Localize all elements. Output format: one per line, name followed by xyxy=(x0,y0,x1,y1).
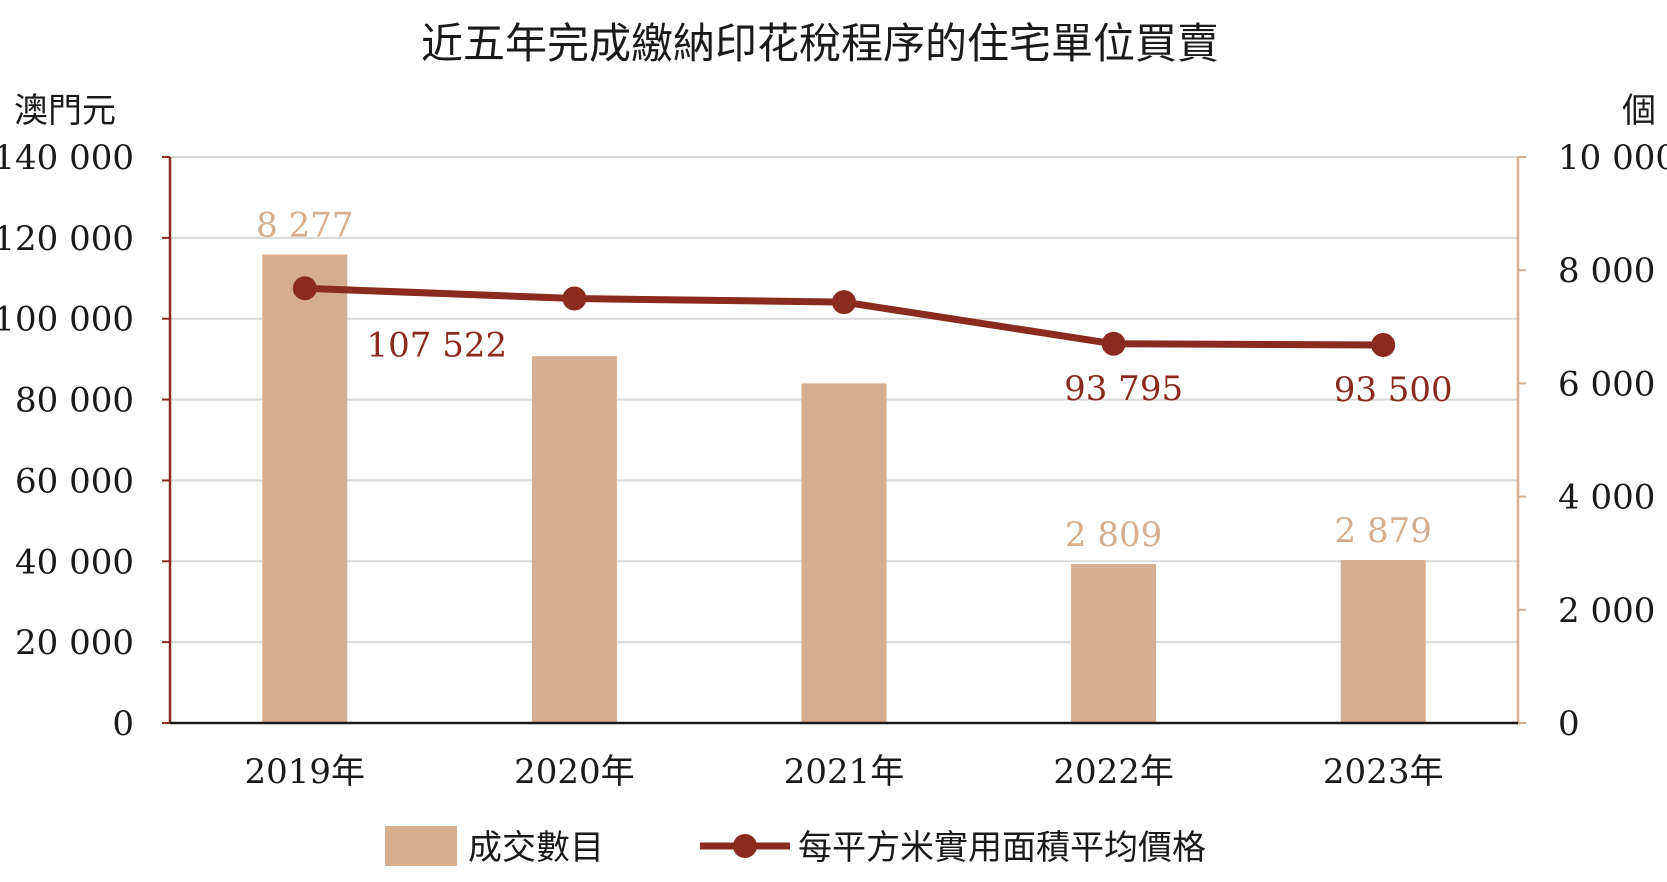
bar-value-label: 8 277 xyxy=(256,206,353,246)
left-axis-unit: 澳門元 xyxy=(14,91,116,131)
left-tick-label: 0 xyxy=(112,704,134,744)
bar-value-label: 2 809 xyxy=(1065,515,1162,555)
right-tick-label: 0 xyxy=(1558,704,1580,744)
left-tick-label: 60 000 xyxy=(15,461,134,501)
left-tick-label: 120 000 xyxy=(0,219,134,259)
left-tick-label: 140 000 xyxy=(0,138,134,178)
category-label: 2019年 xyxy=(245,752,366,792)
chart-title: 近五年完成繳納印花稅程序的住宅單位買賣 xyxy=(421,19,1219,68)
line-value-label: 93 500 xyxy=(1334,370,1453,410)
left-tick-label: 20 000 xyxy=(15,623,134,663)
axes xyxy=(162,156,1526,725)
bar xyxy=(531,356,617,723)
legend-line-marker xyxy=(733,834,757,858)
bar xyxy=(1340,560,1426,723)
bar-series xyxy=(262,254,1426,724)
line-series xyxy=(292,276,1396,357)
right-tick-label: 2 000 xyxy=(1558,591,1655,631)
tick-labels: 0 20 000 40 000 60 000 80 000 100 000 120 000 1… xyxy=(0,138,1667,792)
right-tick-label: 4 000 xyxy=(1558,478,1655,518)
left-tick-label: 100 000 xyxy=(0,300,134,340)
legend: 成交數目 每平方米實用面積平均價格 xyxy=(385,826,1206,868)
price-point xyxy=(292,276,317,301)
data-labels: 8 277 2 809 2 879 107 522 93 795 93 500 xyxy=(256,206,1453,555)
category-label: 2023年 xyxy=(1323,752,1444,792)
legend-bar-swatch xyxy=(385,826,457,866)
category-label: 2020年 xyxy=(514,752,635,792)
right-tick-label: 6 000 xyxy=(1558,364,1655,404)
category-label: 2022年 xyxy=(1053,752,1174,792)
right-tick-label: 10 000 xyxy=(1558,138,1667,178)
right-tick-label: 8 000 xyxy=(1558,251,1655,291)
line-value-label: 107 522 xyxy=(366,325,507,365)
category-label: 2021年 xyxy=(784,752,905,792)
price-point xyxy=(1371,332,1396,357)
legend-line-label: 每平方米實用面積平均價格 xyxy=(798,828,1206,868)
left-tick-label: 80 000 xyxy=(15,381,134,421)
left-tick-label: 40 000 xyxy=(15,542,134,582)
bar xyxy=(1071,564,1157,723)
legend-bar-label: 成交數目 xyxy=(468,828,604,868)
bar-value-label: 2 879 xyxy=(1335,511,1432,551)
right-axis-unit: 個 xyxy=(1622,91,1656,131)
line-value-label: 93 795 xyxy=(1064,369,1183,409)
bar xyxy=(801,383,887,723)
price-point xyxy=(832,290,856,315)
price-point xyxy=(1101,331,1126,356)
bar xyxy=(262,254,348,724)
price-point xyxy=(562,286,587,311)
